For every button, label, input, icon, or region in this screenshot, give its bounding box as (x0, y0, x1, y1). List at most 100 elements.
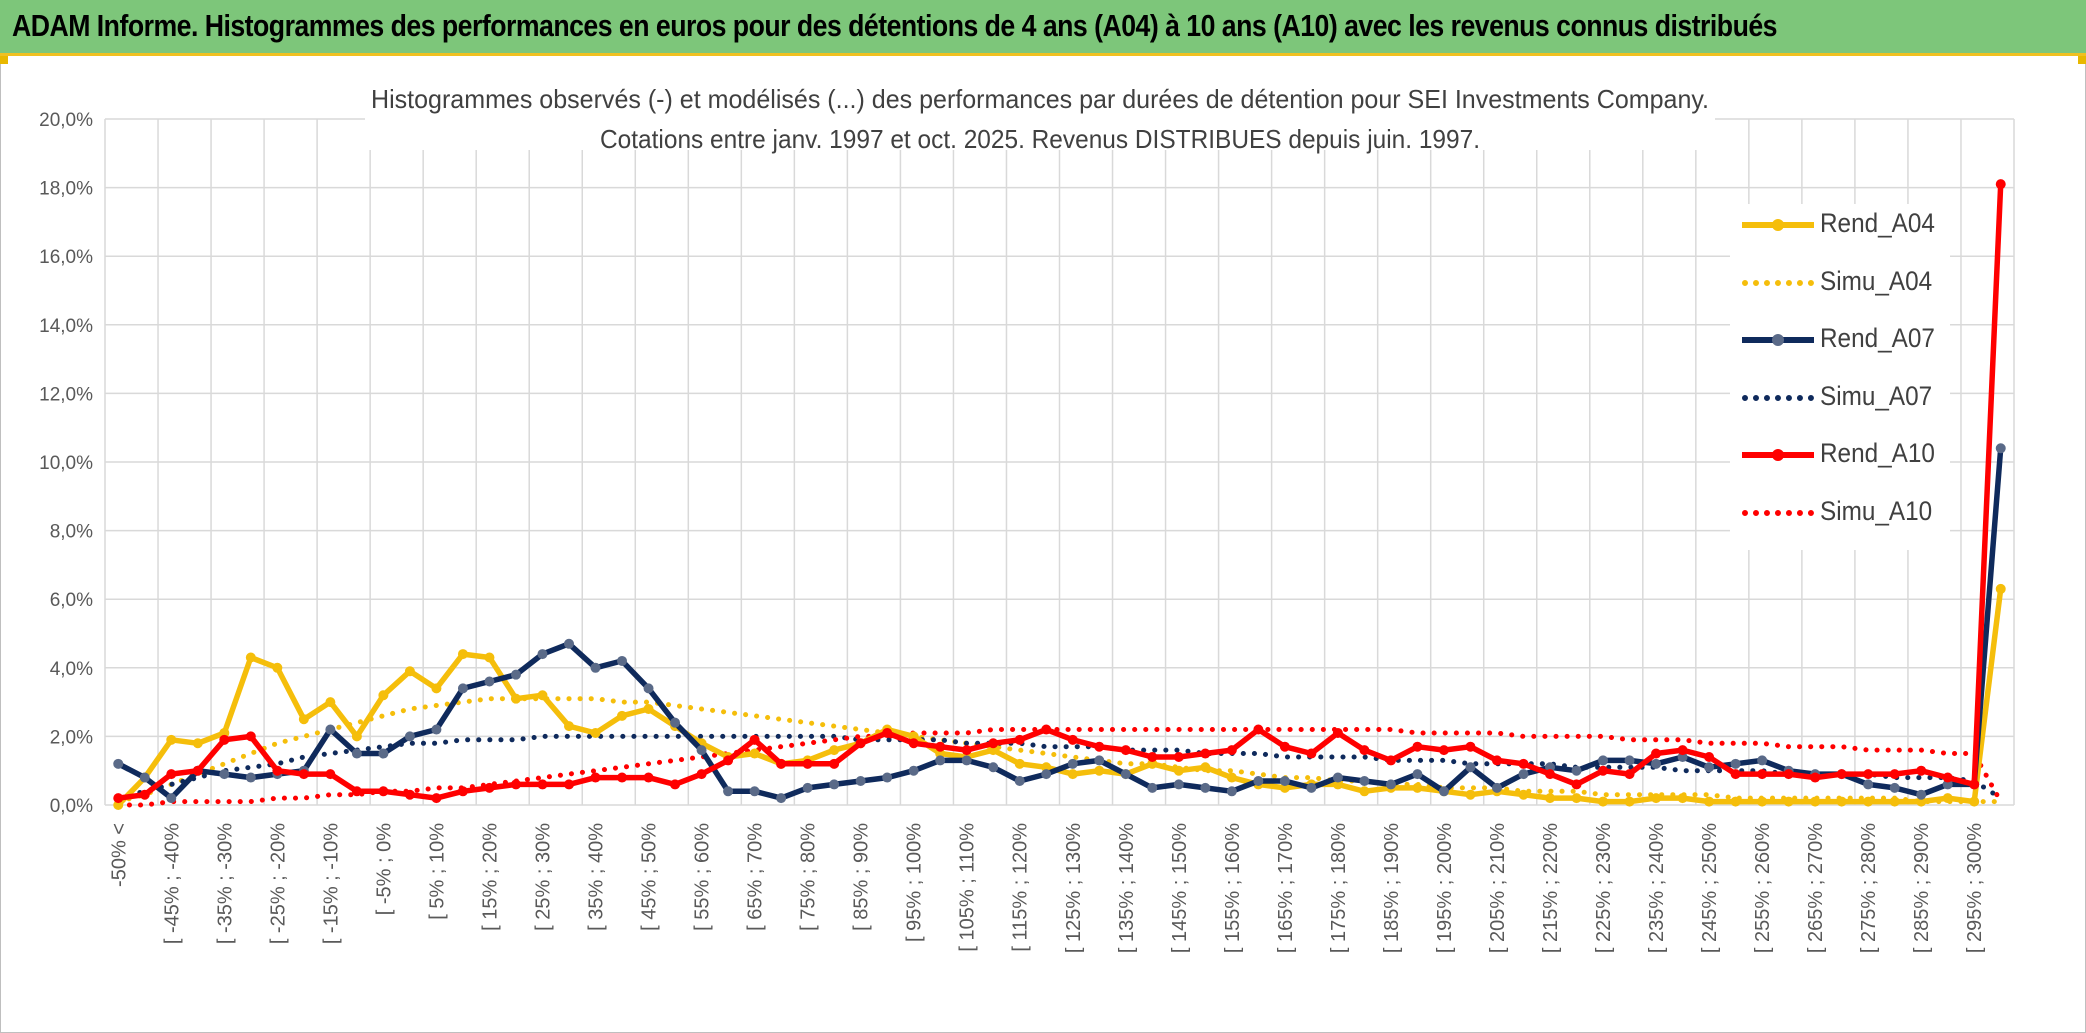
data-point-rend-a10 (802, 758, 813, 769)
legend-swatch-simu-a04 (1742, 279, 1814, 286)
data-point-rend-a07 (1624, 755, 1635, 766)
data-point-rend-a07 (1014, 775, 1025, 786)
x-tick-label: [ 175% ; 180% (1328, 823, 1350, 953)
x-tick-label: [ 275% ; 280% (1858, 823, 1880, 953)
data-point-rend-a04 (1730, 796, 1741, 807)
data-point-rend-a10 (749, 734, 760, 745)
y-tick-label: 2,0% (50, 727, 93, 748)
report-title: ADAM Informe. Histogrammes des performan… (12, 8, 1777, 43)
y-tick-label: 12,0% (39, 384, 93, 405)
data-point-rend-a07 (404, 731, 415, 742)
x-tick-label: [ 165% ; 170% (1275, 823, 1297, 953)
data-point-rend-a10 (351, 786, 362, 797)
data-point-rend-a07 (537, 649, 548, 660)
legend-item-rend-a07: Rend_A07 (1730, 319, 1950, 359)
data-point-rend-a10 (1332, 727, 1343, 738)
data-point-rend-a10 (1863, 769, 1874, 780)
data-point-rend-a10 (776, 758, 787, 769)
data-point-rend-a07 (219, 769, 230, 780)
data-point-rend-a10 (1041, 724, 1052, 735)
data-point-rend-a10 (1491, 755, 1502, 766)
data-point-rend-a07 (1598, 755, 1609, 766)
data-point-rend-a07 (935, 755, 946, 766)
x-tick-label: [ 45% ; 50% (639, 823, 661, 931)
data-point-rend-a04 (749, 748, 760, 759)
data-point-rend-a07 (908, 765, 919, 776)
x-tick-label: [ 5% ; 10% (426, 823, 448, 920)
legend-marker-rend-a07 (1772, 334, 1784, 346)
data-point-rend-a10 (829, 758, 840, 769)
data-point-rend-a04 (829, 745, 840, 756)
data-point-rend-a07 (1332, 772, 1343, 783)
data-point-rend-a07 (590, 662, 601, 673)
data-point-rend-a07 (1465, 762, 1476, 773)
legend-item-simu-a10: Simu_A10 (1730, 492, 1950, 532)
x-tick-label: [ -15% ; -10% (320, 823, 342, 944)
data-point-rend-a04 (1598, 796, 1609, 807)
data-point-rend-a04 (1836, 796, 1847, 807)
data-point-rend-a10 (457, 786, 468, 797)
corner-mark-right (2078, 56, 2086, 64)
data-point-rend-a07 (1279, 775, 1290, 786)
data-point-rend-a04 (1571, 793, 1582, 804)
data-point-rend-a04 (325, 697, 336, 708)
data-point-rend-a07 (1704, 762, 1715, 773)
data-point-rend-a04 (1889, 796, 1900, 807)
data-point-rend-a10 (1810, 772, 1821, 783)
data-point-rend-a10 (404, 789, 415, 800)
data-point-rend-a04 (192, 738, 203, 749)
data-point-rend-a04 (563, 721, 574, 732)
legend-marker-rend-a10 (1772, 449, 1784, 461)
x-tick-label: [ 195% ; 200% (1434, 823, 1456, 953)
data-point-rend-a04 (1995, 583, 2006, 594)
data-point-rend-a10 (139, 789, 150, 800)
data-point-rend-a10 (325, 769, 336, 780)
data-point-rend-a10 (272, 765, 283, 776)
data-point-rend-a10 (378, 786, 389, 797)
data-point-rend-a07 (1438, 786, 1449, 797)
data-point-rend-a10 (1094, 741, 1105, 752)
x-tick-label: [ 25% ; 30% (532, 823, 554, 931)
data-point-rend-a07 (988, 762, 999, 773)
data-point-rend-a07 (1916, 789, 1927, 800)
data-point-rend-a10 (1173, 751, 1184, 762)
legend-swatch-rend-a10 (1742, 449, 1814, 461)
legend-label-simu-a07: Simu_A07 (1820, 380, 1933, 411)
legend-swatch-rend-a04 (1742, 219, 1814, 231)
y-tick-label: 16,0% (39, 247, 93, 268)
x-tick-label: [ 185% ; 190% (1381, 823, 1403, 953)
data-point-rend-a07 (113, 758, 124, 769)
data-point-rend-a07 (776, 793, 787, 804)
x-tick-label: [ 155% ; 160% (1222, 823, 1244, 953)
data-point-rend-a07 (723, 786, 734, 797)
data-point-rend-a04 (1067, 769, 1078, 780)
data-point-rend-a07 (1518, 769, 1529, 780)
data-point-rend-a10 (1385, 755, 1396, 766)
series-line-simu-a10 (115, 727, 2004, 808)
data-point-rend-a10 (1359, 745, 1370, 756)
data-point-rend-a04 (1783, 796, 1794, 807)
data-point-rend-a10 (617, 772, 628, 783)
y-tick-label: 4,0% (50, 659, 93, 680)
data-point-rend-a07 (166, 793, 177, 804)
data-point-rend-a10 (1704, 751, 1715, 762)
data-point-rend-a10 (484, 782, 495, 793)
data-point-rend-a04 (1200, 762, 1211, 773)
data-point-rend-a10 (1120, 745, 1131, 756)
legend-item-rend-a10: Rend_A10 (1730, 434, 1950, 474)
x-tick-label: [ -35% ; -30% (214, 823, 236, 944)
data-point-rend-a10 (431, 793, 442, 804)
legend-backing (1730, 204, 1950, 550)
title-backing (365, 80, 1715, 150)
data-point-rend-a10 (908, 738, 919, 749)
data-point-rend-a10 (1730, 769, 1741, 780)
series-line-simu-a07 (115, 733, 2004, 801)
data-point-rend-a04 (590, 727, 601, 738)
legend-swatch-rend-a07 (1742, 334, 1814, 346)
data-point-rend-a10 (1942, 772, 1953, 783)
chart-subtitle: Cotations entre janv. 1997 et oct. 2025.… (600, 124, 1480, 154)
x-tick-label: [ 145% ; 150% (1169, 823, 1191, 953)
data-point-rend-a07 (484, 676, 495, 687)
data-point-rend-a10 (1598, 765, 1609, 776)
data-point-rend-a07 (882, 772, 893, 783)
